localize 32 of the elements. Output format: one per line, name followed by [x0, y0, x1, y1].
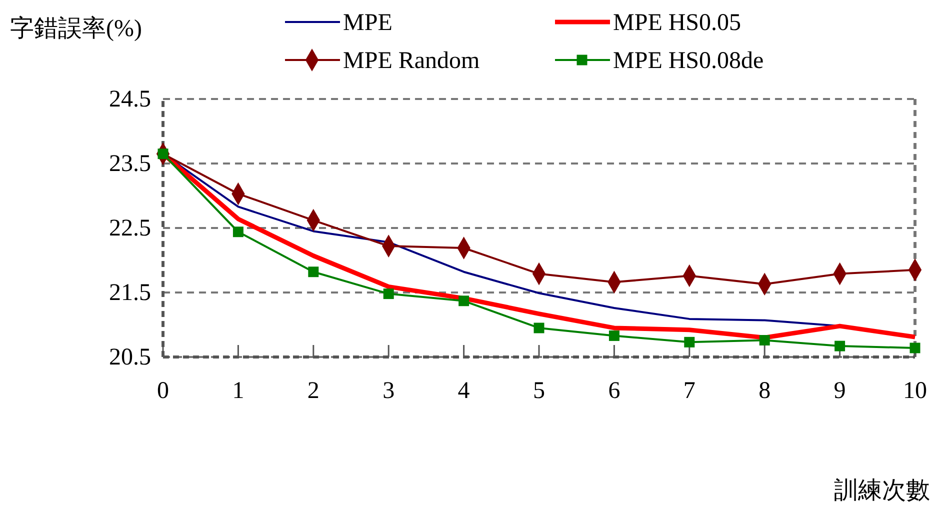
- x-tick-label: 6: [608, 378, 620, 404]
- legend-label: MPE: [343, 10, 392, 36]
- x-tick-label: 2: [307, 378, 320, 404]
- point: [834, 340, 846, 352]
- x-tick-label: 4: [458, 378, 470, 404]
- x-tick-label: 7: [683, 378, 696, 404]
- x-tick-label: 1: [232, 378, 244, 404]
- x-axis-title: 訓練次數: [834, 478, 930, 504]
- x-tick-label: 10: [903, 378, 927, 404]
- x-tick-label: 3: [382, 378, 395, 404]
- x-tick-label: 9: [834, 378, 846, 404]
- x-tick-label: 0: [157, 378, 169, 404]
- y-axis-title: 字錯誤率(%): [10, 15, 142, 42]
- point: [458, 296, 470, 306]
- y-tick-label: 24.5: [109, 86, 151, 113]
- point: [608, 330, 620, 341]
- point: [383, 288, 394, 300]
- point: [910, 342, 920, 354]
- y-tick-label: 20.5: [109, 344, 151, 371]
- x-tick-label: 5: [533, 378, 545, 404]
- point: [759, 334, 770, 346]
- point: [308, 266, 319, 278]
- y-tick-label: 23.5: [109, 151, 151, 178]
- legend-label: MPE HS0.08de: [613, 48, 764, 74]
- y-tick-label: 22.5: [109, 216, 151, 242]
- point: [684, 336, 695, 348]
- legend-label: MPE Random: [343, 48, 480, 74]
- legend-label: MPE HS0.05: [613, 10, 742, 36]
- x-tick-label: 8: [758, 378, 771, 404]
- y-tick-label: 21.5: [109, 280, 151, 306]
- point: [232, 226, 244, 238]
- point: [534, 322, 544, 334]
